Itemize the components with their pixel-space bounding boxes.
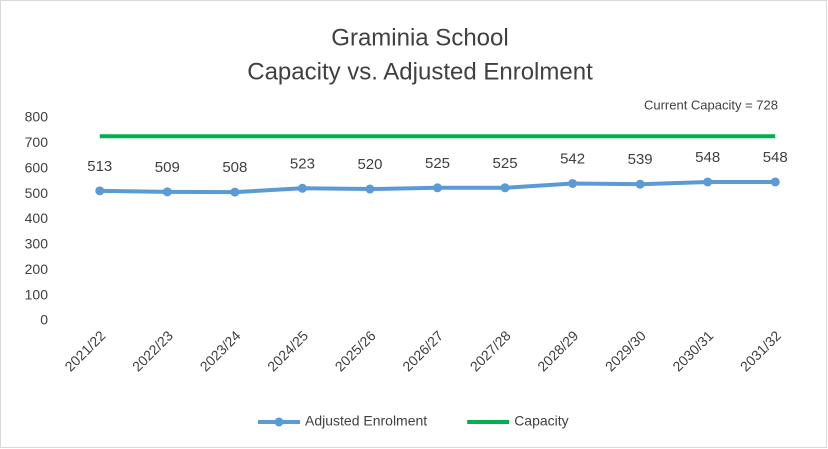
data-label: 525 [493, 155, 518, 172]
marker [770, 177, 780, 187]
y-tick-label: 400 [25, 210, 49, 226]
legend-label: Adjusted Enrolment [305, 413, 427, 429]
data-label: 513 [87, 158, 112, 175]
data-label: 523 [290, 155, 315, 172]
y-tick-label: 800 [25, 109, 49, 125]
data-label: 509 [155, 159, 180, 176]
y-tick-label: 300 [25, 236, 49, 252]
data-label: 548 [763, 149, 788, 166]
marker [568, 178, 578, 188]
data-label: 548 [695, 149, 720, 166]
legend-marker [274, 417, 284, 427]
marker [635, 179, 645, 189]
marker [297, 183, 307, 193]
legend-label: Capacity [514, 413, 568, 429]
y-tick-label: 700 [25, 134, 49, 150]
data-label: 508 [222, 159, 247, 176]
data-label: 542 [560, 150, 585, 167]
marker [95, 186, 105, 196]
marker [365, 184, 375, 194]
marker [433, 183, 442, 193]
marker [500, 183, 510, 193]
chart-title: Graminia School [331, 24, 508, 51]
data-label: 539 [628, 151, 653, 168]
data-label: 520 [357, 156, 382, 173]
y-tick-label: 500 [25, 185, 49, 201]
y-tick-label: 100 [25, 286, 49, 302]
chart-subtitle: Capacity vs. Adjusted Enrolment [247, 58, 593, 85]
marker [162, 187, 172, 197]
marker [703, 177, 713, 187]
y-tick-label: 600 [25, 159, 49, 175]
y-tick-label: 0 [40, 312, 48, 328]
data-label: 525 [425, 155, 450, 172]
y-tick-label: 200 [25, 261, 49, 277]
annotation: Current Capacity = 728 [644, 97, 778, 112]
marker [230, 187, 240, 197]
